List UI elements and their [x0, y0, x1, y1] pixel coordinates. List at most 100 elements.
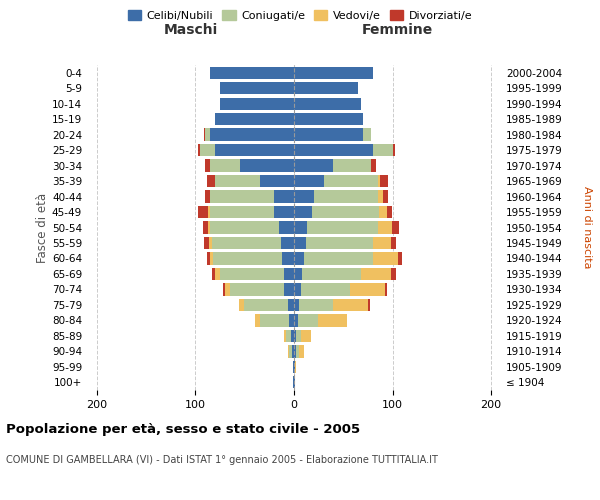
Bar: [294, 283, 301, 296]
Bar: [294, 237, 306, 249]
Bar: [289, 345, 292, 358]
Bar: [373, 144, 392, 156]
Bar: [294, 98, 361, 110]
Bar: [383, 190, 388, 202]
Bar: [371, 160, 376, 172]
Bar: [398, 252, 403, 264]
Bar: [288, 345, 289, 358]
Y-axis label: Anni di nascita: Anni di nascita: [582, 186, 592, 269]
Bar: [379, 206, 386, 218]
Bar: [210, 206, 274, 218]
Bar: [299, 345, 304, 358]
Bar: [230, 283, 284, 296]
Bar: [294, 144, 373, 156]
Bar: [294, 190, 314, 202]
Bar: [208, 206, 210, 218]
Bar: [286, 330, 291, 342]
Bar: [294, 252, 304, 264]
Bar: [350, 283, 385, 296]
Bar: [205, 160, 210, 172]
Bar: [279, 222, 294, 234]
Bar: [294, 175, 323, 188]
Bar: [294, 82, 358, 94]
Bar: [274, 206, 294, 218]
Bar: [209, 237, 212, 249]
Bar: [323, 175, 378, 188]
Bar: [220, 82, 294, 94]
Bar: [208, 222, 210, 234]
Bar: [334, 160, 371, 172]
Bar: [306, 237, 373, 249]
Bar: [391, 237, 395, 249]
Bar: [294, 160, 334, 172]
Bar: [200, 144, 215, 156]
Bar: [294, 330, 296, 342]
Bar: [312, 206, 379, 218]
Bar: [244, 298, 288, 311]
Bar: [215, 113, 294, 126]
Bar: [294, 206, 312, 218]
Bar: [205, 190, 210, 202]
Bar: [299, 298, 334, 311]
Bar: [207, 252, 210, 264]
Bar: [301, 283, 350, 296]
Bar: [254, 314, 260, 326]
Bar: [210, 128, 294, 141]
Bar: [291, 330, 294, 342]
Bar: [274, 190, 294, 202]
Bar: [212, 268, 215, 280]
Bar: [210, 190, 274, 202]
Bar: [317, 314, 347, 326]
Bar: [260, 175, 294, 188]
Bar: [301, 330, 311, 342]
Bar: [292, 345, 294, 358]
Bar: [282, 252, 294, 264]
Bar: [294, 314, 298, 326]
Text: Popolazione per età, sesso e stato civile - 2005: Popolazione per età, sesso e stato civil…: [6, 422, 360, 436]
Bar: [294, 66, 373, 79]
Bar: [223, 283, 225, 296]
Bar: [293, 360, 294, 373]
Bar: [215, 144, 294, 156]
Bar: [294, 222, 307, 234]
Bar: [205, 128, 210, 141]
Text: COMUNE DI GAMBELLARA (VI) - Dati ISTAT 1° gennaio 2005 - Elaborazione TUTTITALIA: COMUNE DI GAMBELLARA (VI) - Dati ISTAT 1…: [6, 455, 438, 465]
Bar: [199, 144, 200, 156]
Bar: [260, 314, 289, 326]
Bar: [304, 252, 373, 264]
Bar: [392, 144, 395, 156]
Bar: [215, 268, 220, 280]
Bar: [296, 345, 299, 358]
Bar: [210, 66, 294, 79]
Bar: [385, 283, 386, 296]
Bar: [378, 175, 380, 188]
Bar: [294, 360, 295, 373]
Bar: [378, 190, 383, 202]
Bar: [373, 237, 391, 249]
Text: Maschi: Maschi: [163, 24, 218, 38]
Bar: [203, 222, 208, 234]
Y-axis label: Fasce di età: Fasce di età: [36, 192, 49, 262]
Bar: [210, 222, 279, 234]
Bar: [373, 252, 398, 264]
Bar: [240, 160, 294, 172]
Bar: [205, 237, 209, 249]
Bar: [215, 175, 260, 188]
Legend: Celibi/Nubili, Coniugati/e, Vedovi/e, Divorziati/e: Celibi/Nubili, Coniugati/e, Vedovi/e, Di…: [124, 6, 476, 25]
Bar: [293, 376, 294, 388]
Bar: [302, 268, 361, 280]
Bar: [294, 268, 302, 280]
Bar: [392, 222, 400, 234]
Bar: [307, 222, 378, 234]
Bar: [281, 237, 294, 249]
Bar: [368, 298, 370, 311]
Bar: [295, 360, 296, 373]
Bar: [314, 190, 378, 202]
Bar: [207, 175, 215, 188]
Bar: [289, 314, 294, 326]
Bar: [386, 206, 392, 218]
Bar: [334, 298, 368, 311]
Bar: [294, 376, 295, 388]
Bar: [220, 268, 284, 280]
Bar: [378, 222, 392, 234]
